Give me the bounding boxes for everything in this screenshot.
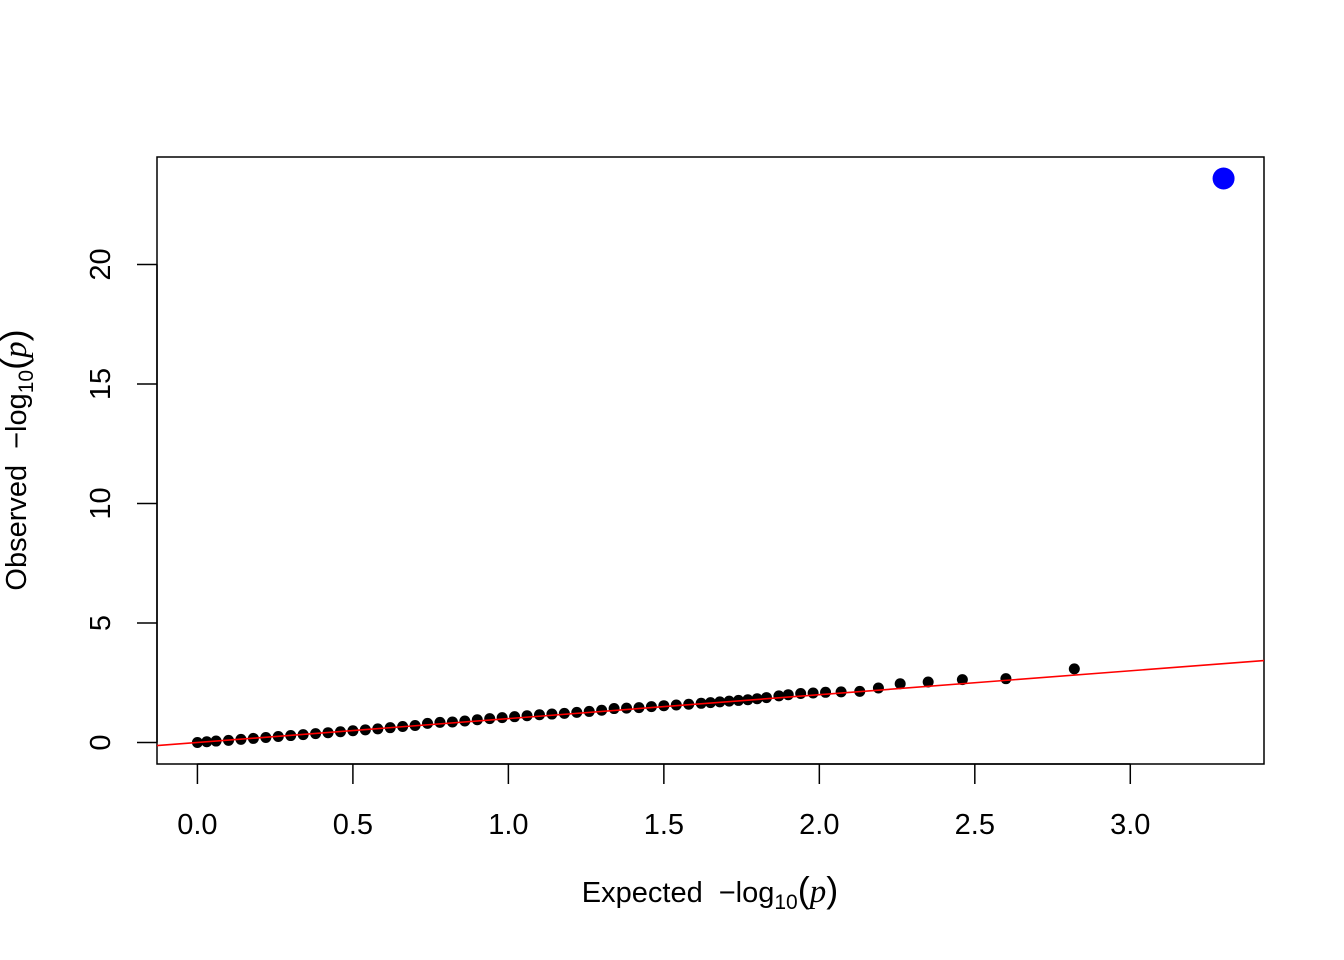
reference-line [157,659,1264,747]
x-tick-label: 0.0 [177,809,217,841]
data-point [956,674,968,686]
y-tick-label: 20 [85,248,117,280]
data-point [782,689,794,701]
data-point [760,692,772,704]
x-tick-label: 2.5 [955,809,995,841]
data-point [658,700,670,712]
data-point [434,716,446,728]
data-point [496,712,508,724]
x-tick-label: 0.5 [333,809,373,841]
data-point [583,705,595,717]
data-point [422,717,434,729]
x-axis: 0.0 0.5 1.0 1.5 2.0 2.5 3.0 [177,763,1150,841]
y-tick-label: 5 [85,615,117,631]
data-point [1000,673,1012,685]
data-point [533,709,545,721]
data-point [820,686,832,698]
data-point [521,710,533,722]
x-tick-label: 3.0 [1110,809,1150,841]
data-point [807,687,819,699]
data-point [484,713,496,725]
points-group [191,167,1235,748]
y-axis-title: Observed−log10(p) [0,329,38,590]
outlier-point [1212,167,1235,190]
x-tick-label: 2.0 [799,809,839,841]
data-point [446,716,458,728]
x-tick-label: 1.0 [488,809,528,841]
data-point [922,676,934,688]
data-point [894,678,906,690]
y-tick-label: 10 [85,487,117,519]
data-point [596,704,608,716]
data-point [546,708,558,720]
data-point [471,714,483,726]
data-point [773,690,785,702]
data-point [872,682,884,694]
data-point [621,702,633,714]
x-axis-title: Expected −log10(p) [582,869,838,914]
data-point [509,711,521,723]
y-tick-label: 0 [85,734,117,750]
data-point [459,715,471,727]
x-tick-label: 1.5 [644,809,684,841]
data-point [608,703,620,715]
data-point [835,686,847,698]
data-point [795,688,807,700]
y-tick-label: 15 [85,368,117,400]
reference-line-group [157,659,1264,747]
data-point [1068,663,1080,675]
data-point [633,702,645,714]
data-point [558,707,570,719]
data-point [645,701,657,713]
y-axis: 0 5 10 15 20 [85,248,158,751]
data-point [571,706,583,718]
